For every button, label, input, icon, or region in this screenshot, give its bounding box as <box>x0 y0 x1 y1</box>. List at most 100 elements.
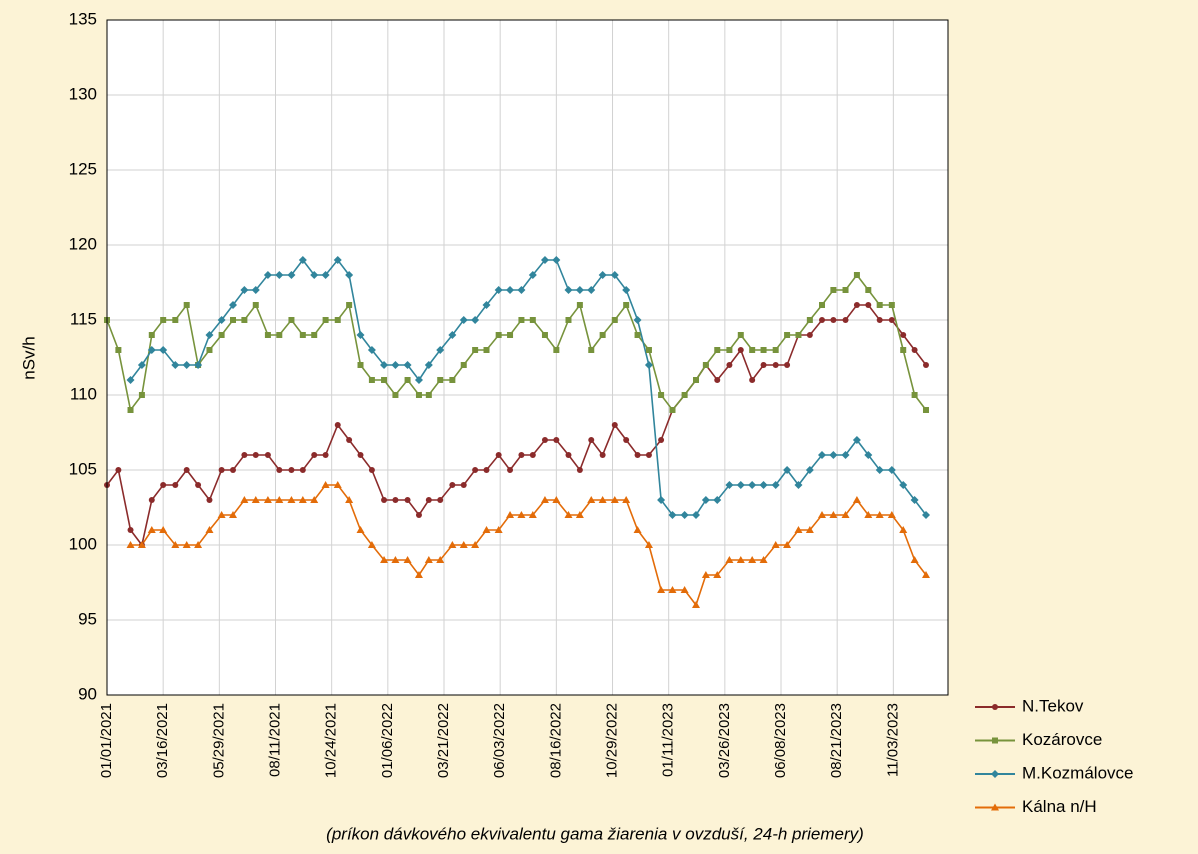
marker <box>472 347 479 353</box>
marker <box>287 496 296 503</box>
marker <box>404 377 411 383</box>
marker <box>391 556 400 563</box>
marker <box>565 452 572 458</box>
marker <box>680 586 689 593</box>
marker <box>345 271 354 279</box>
marker <box>842 317 849 323</box>
marker <box>725 481 734 489</box>
marker <box>623 302 630 308</box>
marker <box>805 466 814 474</box>
marker <box>598 496 607 503</box>
marker <box>564 511 573 518</box>
marker <box>598 271 607 279</box>
marker <box>622 286 631 294</box>
marker <box>218 467 225 473</box>
marker <box>922 362 929 368</box>
marker <box>749 377 756 383</box>
marker <box>414 376 423 384</box>
marker <box>147 346 156 354</box>
marker <box>528 271 537 279</box>
marker <box>356 526 365 533</box>
marker <box>437 497 444 503</box>
marker <box>483 467 490 473</box>
marker <box>587 496 596 503</box>
marker <box>494 286 503 294</box>
marker <box>195 482 202 488</box>
marker <box>415 512 422 518</box>
marker <box>748 556 757 563</box>
marker <box>634 332 641 338</box>
marker <box>127 527 134 533</box>
marker <box>472 467 479 473</box>
marker <box>380 361 389 369</box>
marker <box>368 467 375 473</box>
marker <box>172 317 179 323</box>
marker <box>713 571 722 578</box>
marker <box>830 287 837 293</box>
marker <box>381 377 388 383</box>
marker <box>205 331 214 339</box>
marker <box>749 347 756 353</box>
marker <box>275 496 284 503</box>
marker <box>692 511 701 519</box>
marker <box>588 437 595 443</box>
marker <box>321 271 330 279</box>
marker <box>888 317 895 323</box>
marker <box>183 302 190 308</box>
marker <box>391 361 400 369</box>
marker <box>115 347 122 353</box>
marker <box>541 332 548 338</box>
marker <box>460 362 467 368</box>
marker <box>853 272 860 278</box>
marker <box>311 332 318 338</box>
marker <box>611 317 618 323</box>
x-tick-label: 05/29/2021 <box>210 703 227 778</box>
marker <box>830 317 837 323</box>
marker <box>771 541 780 548</box>
marker <box>644 541 653 548</box>
marker <box>794 526 803 533</box>
x-tick-label: 10/24/2021 <box>323 703 340 778</box>
marker <box>414 571 423 578</box>
marker <box>842 287 849 293</box>
plot-area <box>107 20 948 695</box>
marker <box>392 392 399 398</box>
y-tick-label: 115 <box>70 309 97 328</box>
marker <box>540 496 549 503</box>
x-tick-label: 08/16/2022 <box>547 703 564 778</box>
marker <box>518 317 525 323</box>
marker <box>910 496 919 504</box>
x-tick-label: 03/26/2023 <box>716 703 733 778</box>
marker <box>668 586 677 593</box>
marker <box>357 362 364 368</box>
marker <box>159 526 168 533</box>
marker <box>865 302 872 308</box>
marker <box>760 362 767 368</box>
marker <box>911 392 918 398</box>
marker <box>599 452 606 458</box>
y-tick-label: 90 <box>78 684 97 703</box>
marker <box>576 302 583 308</box>
y-tick-label: 125 <box>69 159 97 178</box>
marker <box>171 361 180 369</box>
marker <box>482 526 491 533</box>
y-tick-label: 95 <box>78 609 97 628</box>
marker <box>299 467 306 473</box>
marker <box>784 362 791 368</box>
marker <box>783 541 792 548</box>
x-tick-label: 08/11/2021 <box>266 703 283 777</box>
marker <box>819 302 826 308</box>
marker <box>333 481 342 488</box>
marker <box>669 407 676 413</box>
marker <box>726 347 733 353</box>
marker <box>887 511 896 518</box>
marker <box>403 556 412 563</box>
marker <box>865 287 872 293</box>
marker <box>681 392 688 398</box>
marker <box>115 467 122 473</box>
marker <box>368 377 375 383</box>
marker <box>992 737 998 744</box>
marker <box>783 466 792 474</box>
marker <box>853 302 860 308</box>
marker <box>575 286 584 294</box>
